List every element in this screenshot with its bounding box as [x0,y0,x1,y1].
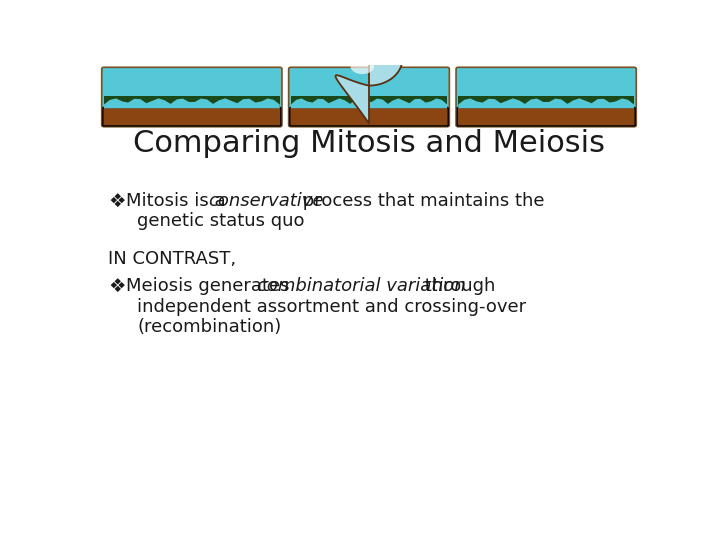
FancyBboxPatch shape [456,68,636,127]
FancyBboxPatch shape [289,68,449,127]
FancyBboxPatch shape [289,107,449,126]
Text: genetic status quo: genetic status quo [138,212,305,231]
Text: conservative: conservative [208,192,323,210]
Text: independent assortment and crossing-over: independent assortment and crossing-over [138,298,526,316]
Text: process that maintains the: process that maintains the [297,192,545,210]
Polygon shape [291,90,447,108]
Text: ❖: ❖ [108,277,125,296]
Polygon shape [104,90,280,108]
Text: Comparing Mitosis and Meiosis: Comparing Mitosis and Meiosis [133,129,605,158]
Bar [459,96,634,108]
Bar [104,96,280,108]
Text: Mitosis is a: Mitosis is a [126,192,232,210]
Text: through: through [419,277,495,295]
Text: IN CONTRAST,: IN CONTRAST, [109,250,237,268]
FancyBboxPatch shape [102,68,282,127]
Text: Meiosis generates: Meiosis generates [126,277,295,295]
Ellipse shape [351,59,374,74]
Polygon shape [459,90,634,108]
FancyBboxPatch shape [103,107,281,126]
FancyBboxPatch shape [457,107,635,126]
Text: combinatorial variation: combinatorial variation [258,277,466,295]
Text: (recombination): (recombination) [138,319,282,336]
Bar [291,96,447,108]
Polygon shape [336,31,402,124]
Text: ❖: ❖ [108,192,125,211]
